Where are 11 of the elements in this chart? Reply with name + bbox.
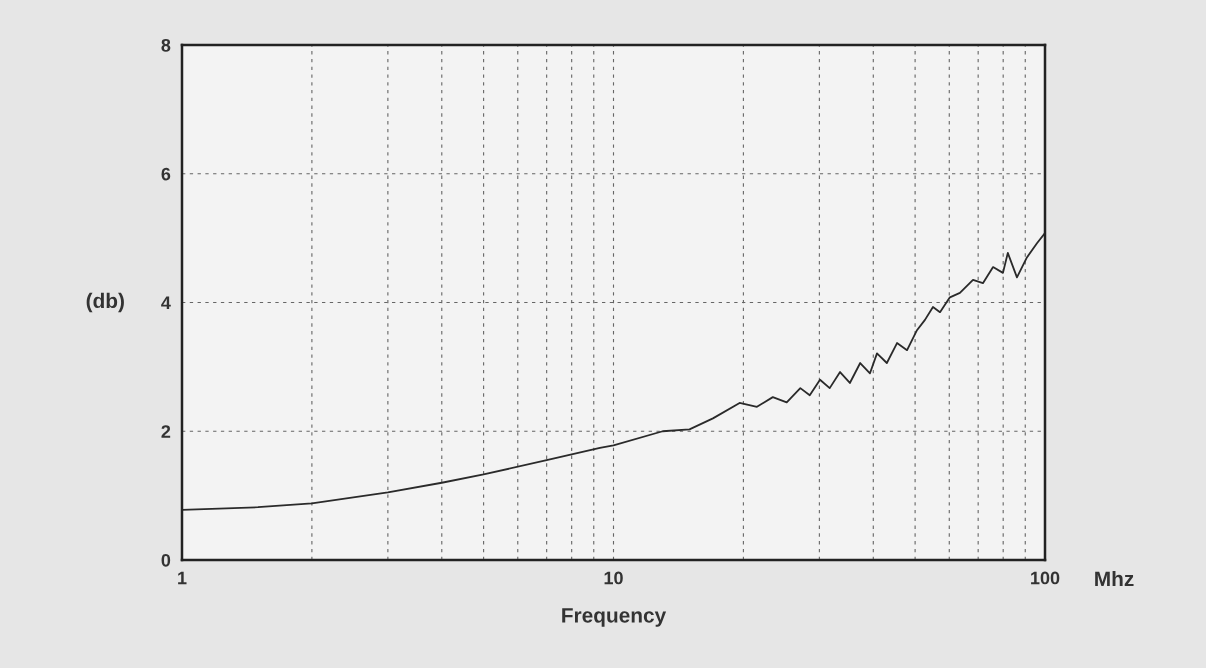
y-tick-label: 8 <box>161 38 171 52</box>
y-axis-title: (db) <box>86 292 124 313</box>
x-tick-label: 10 <box>604 571 623 585</box>
x-tick-label: 100 <box>1031 571 1060 585</box>
x-tick-label: 1 <box>178 571 187 585</box>
y-tick-label: 2 <box>161 425 171 438</box>
y-tick-label: 0 <box>161 553 171 567</box>
text: Mhz <box>1095 570 1134 586</box>
x-axis-title: Frequency <box>562 608 667 627</box>
y-tick-label: 6 <box>161 167 171 181</box>
y-tick-label: 4 <box>161 296 171 310</box>
